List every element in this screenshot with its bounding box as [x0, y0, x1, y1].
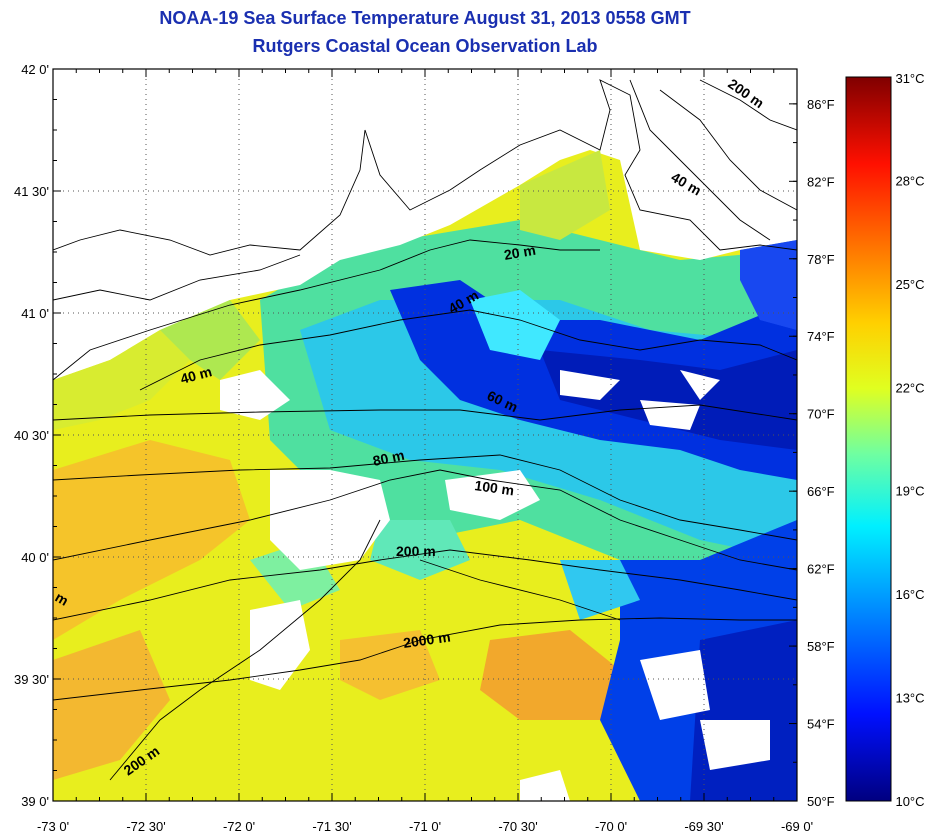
isobath-label: 80 m	[371, 447, 406, 469]
colorbar-tick-label: 31°C	[895, 71, 924, 86]
longitude-tick-label: -73 0'	[37, 819, 69, 834]
longitude-axis: -73 0' -72 30' -72 0' -71 30' -71 0' -70 30' -…	[37, 819, 813, 834]
fahrenheit-axis: 86°F 82°F 78°F 74°F 70°F 66°F 62°F 58°F 54°F 50°F	[807, 97, 835, 809]
longitude-tick-label: -69 0'	[781, 819, 813, 834]
latitude-tick-label: 40 30'	[14, 428, 49, 443]
fahrenheit-tick-label: 70°F	[807, 407, 835, 422]
fahrenheit-tick-label: 66°F	[807, 484, 835, 499]
colorbar-tick-label: 10°C	[895, 794, 924, 809]
fahrenheit-tick-label: 78°F	[807, 252, 835, 267]
isobath-label: 2000 m	[402, 629, 451, 651]
fahrenheit-tick-label: 54°F	[807, 717, 835, 732]
fahrenheit-tick-label: 82°F	[807, 174, 835, 189]
longitude-tick-label: -71 0'	[409, 819, 441, 834]
colorbar-tick-label: 16°C	[895, 587, 924, 602]
longitude-tick-label: -70 0'	[595, 819, 627, 834]
colorbar-tick-label: 28°C	[895, 173, 924, 188]
isobath-label: 100 m	[474, 477, 516, 498]
isobath-label: 40 m	[179, 363, 214, 387]
latitude-tick-label: 42 0'	[21, 62, 49, 77]
latitude-tick-label: 41 30'	[14, 184, 49, 199]
isobath-label: 20 m	[503, 242, 537, 263]
fahrenheit-tick-label: 58°F	[807, 639, 835, 654]
isobath-label: 200 m	[396, 543, 436, 559]
latitude-tick-label: 39 30'	[14, 672, 49, 687]
fahrenheit-tick-label: 74°F	[807, 329, 835, 344]
coastline-isobaths	[53, 79, 797, 781]
colorbar-tick-label: 13°C	[895, 691, 924, 706]
fahrenheit-tick-label: 50°F	[807, 794, 835, 809]
map-subtitle: Rutgers Coastal Ocean Observation Lab	[252, 36, 598, 56]
colorbar-tick-label: 22°C	[895, 380, 924, 395]
latitude-tick-label: 39 0'	[21, 794, 49, 809]
colorbar-tick-label: 19°C	[895, 484, 924, 499]
longitude-tick-label: -72 30'	[126, 819, 165, 834]
map-title: NOAA-19 Sea Surface Temperature August 3…	[159, 8, 691, 28]
longitude-tick-label: -72 0'	[223, 819, 255, 834]
fahrenheit-tick-label: 86°F	[807, 97, 835, 112]
latitude-tick-label: 40 0'	[21, 550, 49, 565]
latitude-tick-label: 41 0'	[21, 306, 49, 321]
longitude-tick-label: -70 30'	[498, 819, 537, 834]
colorbar-tick-label: 25°C	[895, 277, 924, 292]
latitude-axis: 42 0' 41 30' 41 0' 40 30' 40 0' 39 30' 39 0'	[14, 62, 49, 809]
colorbar-labels: 31°C 28°C 25°C 22°C 19°C 16°C 13°C 10°C	[895, 71, 924, 809]
longitude-tick-label: -71 30'	[312, 819, 351, 834]
colorbar	[845, 76, 892, 802]
fahrenheit-tick-label: 62°F	[807, 562, 835, 577]
longitude-tick-label: -69 30'	[684, 819, 723, 834]
